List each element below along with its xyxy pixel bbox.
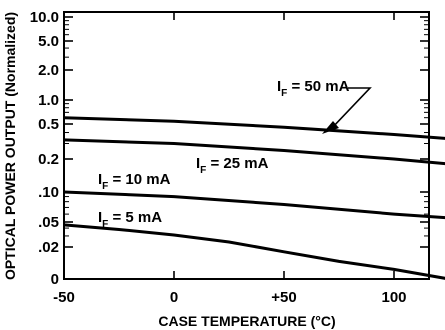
x-tick-label-3: 100 <box>381 289 406 306</box>
series-label-2: IF = 10 mA <box>98 171 171 192</box>
y-tick-label-7: 2.0 <box>38 62 59 79</box>
annotation-arrow <box>322 87 372 134</box>
plot-frame <box>63 11 430 280</box>
series-line-1 <box>63 138 445 166</box>
y-tick-label-0: 0 <box>51 271 59 288</box>
series-label-3: IF = 5 mA <box>98 209 162 230</box>
y-tick-label-5: 0.5 <box>38 116 59 133</box>
y-axis-ticks: 0 .02 .05 .10 0.2 0.5 1.0 2.0 5.0 10.0 <box>30 9 429 288</box>
series-label-1: IF = 25 mA <box>196 155 269 176</box>
series-labels: IF = 50 mA IF = 25 mA IF = 10 mA IF = 5 mA <box>98 78 350 230</box>
series-line-0 <box>63 116 445 140</box>
y-axis-title: OPTICAL POWER OUTPUT (Normalized) <box>2 12 18 280</box>
minor-ticks <box>64 20 429 237</box>
x-tick-label-2: +50 <box>271 289 296 306</box>
y-tick-label-9: 10.0 <box>30 9 59 26</box>
y-tick-label-8: 5.0 <box>38 33 59 50</box>
series-label-0: IF = 50 mA <box>277 78 350 99</box>
series-line-2 <box>63 190 445 220</box>
y-tick-label-4: 0.2 <box>38 151 59 168</box>
y-tick-label-1: .02 <box>38 239 59 256</box>
y-tick-label-3: .10 <box>38 184 59 201</box>
series-line-3 <box>63 223 445 280</box>
series-lines <box>63 116 445 280</box>
y-tick-label-2: .05 <box>38 214 59 231</box>
x-tick-label-1: 0 <box>170 289 178 306</box>
x-axis-title: CASE TEMPERATURE (°C) <box>158 313 335 329</box>
y-tick-label-6: 1.0 <box>38 92 59 109</box>
x-tick-label-0: -50 <box>53 289 75 306</box>
